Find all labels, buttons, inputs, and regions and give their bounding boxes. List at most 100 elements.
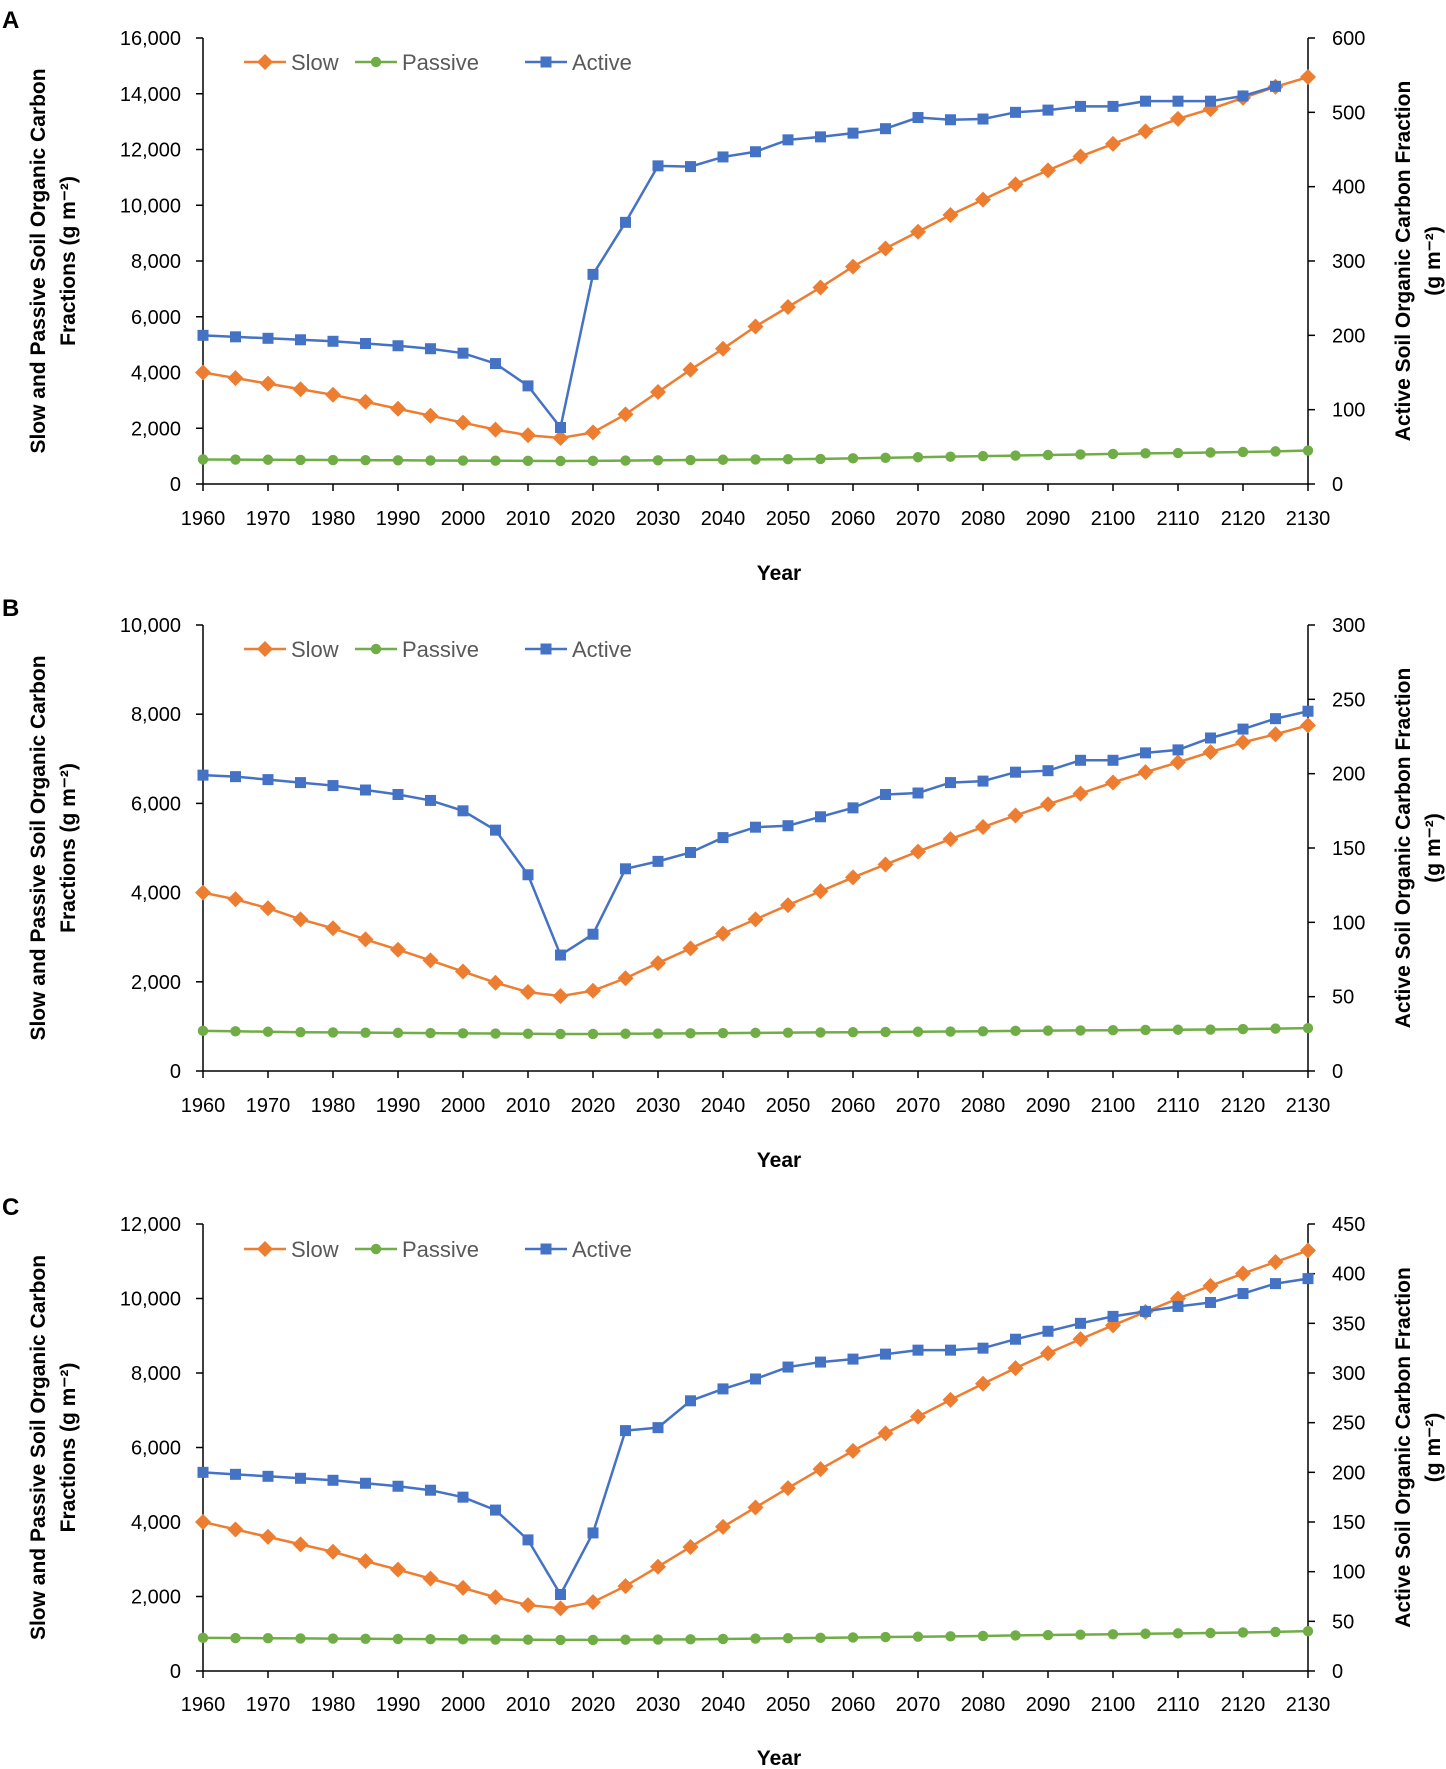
x-tick-label: 1980	[311, 508, 356, 530]
active-point	[295, 777, 306, 789]
active-point	[685, 846, 696, 858]
slow-point	[1300, 717, 1316, 734]
right-y-tick-label: 450	[1332, 1214, 1365, 1236]
passive-point	[327, 454, 339, 466]
slow-point	[942, 207, 959, 224]
slow-point	[260, 375, 276, 392]
passive-point	[1172, 1024, 1184, 1035]
right-y-tick-label: 250	[1332, 1413, 1365, 1435]
passive-point	[490, 455, 501, 466]
left-y-tick-label: 0	[170, 1061, 181, 1083]
x-tick-label: 2110	[1156, 508, 1199, 530]
passive-point	[652, 1028, 664, 1039]
slow-point	[1105, 135, 1121, 152]
slow-point	[1300, 1242, 1316, 1259]
x-tick-label: 1990	[376, 1694, 421, 1716]
x-tick-label: 2050	[766, 1095, 811, 1117]
active-point	[197, 329, 209, 341]
slow-point	[617, 970, 634, 987]
passive-point	[945, 1026, 956, 1037]
slow-point	[585, 1594, 601, 1611]
passive-point	[522, 1634, 534, 1645]
right-y-tick-label: 300	[1332, 615, 1365, 637]
right-y-tick-label: 300	[1332, 1363, 1365, 1385]
x-tick-label: 2030	[636, 1095, 681, 1117]
active-point	[977, 113, 989, 125]
active-point	[360, 1477, 371, 1489]
active-point	[1010, 1333, 1021, 1345]
right-y-tick-label: 400	[1332, 1264, 1365, 1286]
passive-point	[1140, 1628, 1151, 1639]
passive-point	[782, 1633, 794, 1644]
passive-point	[1140, 1024, 1151, 1036]
active-point	[490, 358, 501, 370]
panel-label: C	[2, 1194, 19, 1221]
passive-point	[880, 1026, 891, 1038]
slow-point	[195, 884, 211, 901]
legend-passive-point	[370, 56, 382, 68]
legend-item-passive: Passive	[355, 50, 479, 75]
active-point	[750, 146, 761, 158]
right-y-tick-label: 50	[1332, 987, 1354, 1009]
slow-point	[422, 1570, 439, 1587]
right-y-tick-label: 200	[1332, 764, 1365, 786]
passive-point	[1205, 1627, 1216, 1639]
passive-point	[425, 1633, 436, 1645]
left-y-tick-label: 10,000	[120, 195, 181, 217]
x-tick-label: 2040	[701, 1095, 746, 1117]
passive-point	[197, 454, 209, 465]
passive-point	[1042, 1025, 1054, 1036]
x-tick-label: 2130	[1286, 508, 1331, 530]
passive-point	[912, 1631, 924, 1642]
active-point	[815, 1356, 826, 1368]
active-point	[782, 820, 794, 832]
x-axis-title: Year	[757, 1747, 801, 1769]
passive-point	[360, 454, 371, 466]
active-point	[1042, 1325, 1054, 1337]
passive-point	[977, 1026, 989, 1037]
active-point	[1237, 1288, 1249, 1300]
slow-point	[845, 869, 861, 886]
active-point	[295, 334, 306, 346]
legend-passive-point	[370, 643, 382, 655]
series-passive	[197, 1022, 1314, 1040]
passive-point	[1010, 450, 1021, 461]
passive-point	[750, 1633, 761, 1644]
x-tick-label: 2130	[1286, 1095, 1331, 1117]
slow-point	[1235, 734, 1251, 751]
active-point	[847, 1353, 859, 1365]
active-point	[327, 1474, 339, 1486]
slow-point	[260, 900, 276, 917]
left-y-tick-label: 4,000	[131, 1512, 181, 1534]
slow-point	[1137, 123, 1154, 140]
active-point	[1237, 723, 1249, 735]
active-point	[945, 777, 956, 789]
legend-item-slow: Slow	[244, 1237, 339, 1262]
slow-point	[910, 843, 926, 860]
slow-point	[877, 856, 894, 873]
active-point	[847, 802, 859, 814]
passive-point	[815, 453, 826, 465]
legend-slow-point	[257, 641, 273, 657]
right-y-axis-title: Active Soil Organic Carbon Fraction (g m⁻…	[1392, 668, 1445, 1029]
chart-panel-c: C 0 2,000 4,000 6,000 8,000 10,000 12,000 0 50 100…	[2, 1194, 1445, 1769]
x-tick-label: 2090	[1026, 1095, 1071, 1117]
active-point	[717, 832, 729, 844]
passive-point	[392, 1027, 404, 1039]
passive-point	[750, 454, 761, 465]
passive-point	[1075, 1629, 1086, 1640]
active-point	[1237, 90, 1249, 102]
active-point	[425, 1484, 436, 1496]
left-y-tick-label: 2,000	[131, 418, 181, 440]
legend-label: Active	[572, 637, 632, 662]
passive-point	[685, 454, 696, 466]
slow-point	[455, 963, 471, 980]
right-y-axis-title-line: Active Soil Organic Carbon Fraction	[1392, 668, 1415, 1029]
active-point	[522, 380, 534, 392]
passive-point	[1270, 1626, 1281, 1638]
passive-point	[1237, 1023, 1249, 1035]
active-point	[555, 949, 566, 961]
x-tick-label: 2000	[441, 1694, 486, 1716]
active-point	[1107, 1310, 1119, 1322]
slow-point	[682, 1538, 699, 1555]
